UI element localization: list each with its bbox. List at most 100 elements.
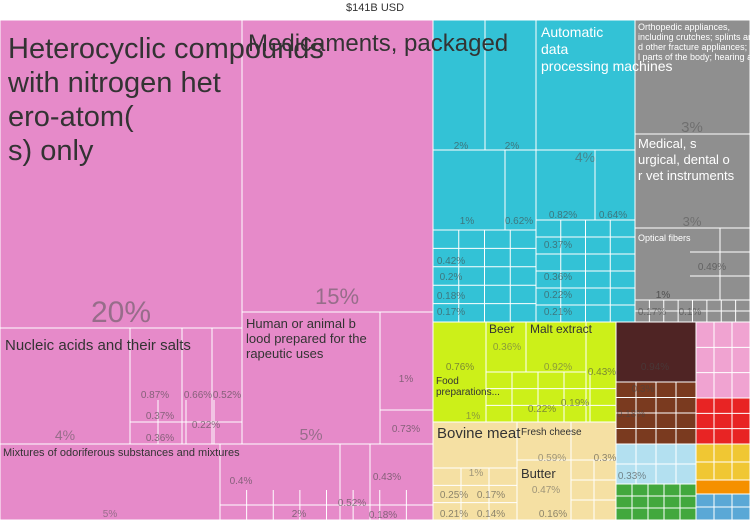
cell-share-label: 0.47% <box>532 485 560 496</box>
treemap-cell <box>695 479 750 495</box>
cell-value-label: 0.94% <box>641 362 669 373</box>
cell-share-label: 1% <box>656 290 671 301</box>
cell-value-label: 0.18% <box>617 409 645 420</box>
cell-value-label: 0.18% <box>437 291 465 302</box>
cell-label: Automatic <box>541 24 603 40</box>
cell-automatic-data <box>535 20 636 151</box>
cell-food-preparations <box>432 321 487 423</box>
cell-value-label: 0.22% <box>528 404 556 415</box>
cell-value-label: 0.87% <box>141 390 169 401</box>
cell-share-label: 4% <box>55 427 75 443</box>
cell-heterocyclic <box>0 20 243 329</box>
cell-value-label: 0.2% <box>440 272 463 283</box>
cell-value-label: 0.42% <box>437 256 465 267</box>
cell-medical-instruments <box>634 133 750 229</box>
cell-value-label: 0.66% <box>184 390 212 401</box>
treemap-cell <box>615 321 697 383</box>
cell-share-label: 0.92% <box>544 362 572 373</box>
cell-value-label: 2% <box>454 141 469 152</box>
cell-label: urgical, dental o <box>638 152 730 167</box>
cell-value-label: 0.22% <box>192 420 220 431</box>
cell-value-label: 0.36% <box>146 433 174 444</box>
cell-human-blood <box>241 311 381 445</box>
cell-label: s) only <box>8 135 94 167</box>
cell-label: Medicaments, packaged <box>248 30 508 57</box>
cell-value-label: 1% <box>460 216 475 227</box>
cell-share-label: 4% <box>575 149 595 165</box>
treemap-cell <box>695 397 750 445</box>
chart-title: $141B USD <box>345 2 405 14</box>
cell-optical-fibers <box>634 227 750 301</box>
treemap-cell <box>535 149 636 221</box>
cell-value-label: 0.17% <box>437 307 465 318</box>
cell-share-label: 0.59% <box>538 453 566 464</box>
cell-value-label: 0.19% <box>561 398 589 409</box>
treemap-cell <box>615 483 697 520</box>
cell-value-label: 2% <box>292 509 307 520</box>
cell-value-label: 0.43% <box>373 472 401 483</box>
treemap-cell <box>219 443 341 520</box>
cell-share-label: 15% <box>315 284 359 309</box>
cell-value-label: 0.73% <box>392 424 420 435</box>
cell-share-label: 1% <box>469 468 484 479</box>
cell-value-label: 0.17% <box>638 307 666 318</box>
cell-value-label: 0.33% <box>618 471 646 482</box>
cell-value-label: 0.18% <box>369 510 397 520</box>
cell-label: Medical, s <box>638 136 697 151</box>
cell-value-label: 1% <box>656 290 671 301</box>
cell-label: including crutches; splints an <box>638 32 750 42</box>
cell-label: processing machines <box>541 58 673 74</box>
cell-share-label: 0.36% <box>493 342 521 353</box>
cell-value-label: 0.76% <box>446 362 474 373</box>
cell-value-label: 0.62% <box>505 216 533 227</box>
cell-share-label: 5% <box>299 427 322 444</box>
cell-label: lood prepared for the <box>246 331 367 346</box>
cell-label: preparations... <box>436 387 500 398</box>
cell-label: Human or animal b <box>246 316 356 331</box>
cell-label: Beer <box>489 322 514 336</box>
cell-share-label: 1% <box>466 411 481 422</box>
cell-label: ero-atom( <box>8 101 134 133</box>
cell-value-label: 0.82% <box>549 210 577 221</box>
cell-value-label: 0.43% <box>588 367 616 378</box>
cell-value-label: 0.22% <box>544 290 572 301</box>
cell-label: Fresh cheese <box>521 427 582 438</box>
cell-label: Heterocyclic compounds <box>8 33 324 65</box>
cell-nucleic-acids <box>0 327 131 445</box>
cell-value-label: 0.37% <box>146 411 174 422</box>
cell-label: l parts of the body; hearing aids <box>638 52 750 62</box>
cell-label: data <box>541 41 568 57</box>
cell-label: with nitrogen het <box>7 67 221 99</box>
cell-value-label: 0.4% <box>230 476 253 487</box>
cell-value-label: 1% <box>399 374 414 385</box>
cell-value-label: 0.52% <box>213 390 241 401</box>
cell-label: r vet instruments <box>638 168 735 183</box>
treemap-cell <box>695 321 750 399</box>
cell-label: rapeutic uses <box>246 346 324 361</box>
cell-value-label: 0.25% <box>440 490 468 501</box>
cell-label: d other fracture appliances; artificia <box>638 42 750 52</box>
cell-fresh-cheese <box>516 421 572 461</box>
cell-label: Orthopedic appliances, <box>638 22 730 32</box>
cell-share-label: 20% <box>91 296 151 329</box>
cell-value-label: 0.21% <box>544 307 572 318</box>
cell-value-label: 0.16% <box>539 509 567 520</box>
cell-label: Bovine meat <box>437 425 521 442</box>
cell-value-label: 0.14% <box>477 509 505 520</box>
cell-value-label: 0.36% <box>544 272 572 283</box>
cell-label: Food <box>436 376 459 387</box>
cell-value-label: 0.3% <box>632 384 655 395</box>
cell-label: Butter <box>521 466 556 481</box>
cell-value-label: 2% <box>505 141 520 152</box>
cell-label: Nucleic acids and their salts <box>5 337 191 354</box>
cell-label: Mixtures of odoriferous substances and m… <box>3 447 240 459</box>
cell-odoriferous <box>0 443 221 520</box>
cell-value-label: 0.64% <box>599 210 627 221</box>
cell-butter <box>516 459 572 520</box>
cell-value-label: 0.37% <box>544 240 572 251</box>
cell-value-label: 0.21% <box>440 509 468 520</box>
cell-medicaments <box>241 20 434 313</box>
cell-label: Optical fibers <box>638 233 691 243</box>
cell-bovine-meat <box>432 421 518 469</box>
